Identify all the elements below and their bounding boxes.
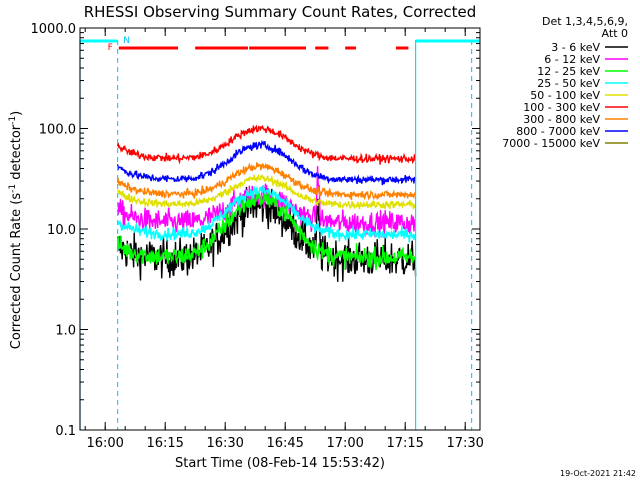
y-tick-label-4: 1000.0	[31, 22, 77, 37]
y-tick-label-0: 0.1	[55, 424, 76, 439]
legend-label-2: 12 - 25 keV	[537, 65, 600, 78]
footer-timestamp: 19-Oct-2021 21:42	[560, 469, 636, 478]
y-tick-label-3: 100.0	[39, 123, 76, 138]
x-axis-label: Start Time (08-Feb-14 15:53:42)	[175, 456, 385, 471]
flare-flag: F	[108, 43, 113, 53]
legend-label-1: 6 - 12 keV	[544, 53, 600, 66]
legend-label-6: 300 - 800 keV	[523, 113, 600, 126]
series-line-5	[116, 124, 417, 165]
series-line-2	[116, 191, 417, 271]
y-label-sup-2: -1	[8, 116, 18, 125]
y-label-part-1: Corrected Count Rate (s	[9, 193, 24, 350]
y-label-part-2: detector	[9, 124, 24, 184]
legend-label-3: 25 - 50 keV	[537, 77, 600, 90]
x-tick-label-0: 16:00	[86, 436, 123, 451]
series-line-7	[116, 139, 417, 186]
legend-header-1: Det 1,3,4,5,6,9,	[542, 15, 628, 28]
y-tick-label-1: 1.0	[55, 324, 76, 339]
y-label-part-3: )	[9, 111, 24, 116]
chart-title: RHESSI Observing Summary Count Rates, Co…	[84, 3, 477, 21]
x-tick-label-3: 16:45	[266, 436, 303, 451]
x-tick-label-4: 17:00	[326, 436, 363, 451]
legend-label-8: 7000 - 15000 keV	[502, 137, 600, 150]
y-axis-label: Corrected Count Rate (s-1 detector-1)	[8, 111, 24, 349]
x-tick-label-1: 16:15	[146, 436, 183, 451]
y-label-sup-1: -1	[8, 184, 18, 193]
series-line-6	[116, 162, 417, 201]
y-tick-label-2: 10.0	[47, 223, 76, 238]
series-layer	[116, 124, 417, 282]
legend-label-0: 3 - 6 keV	[551, 41, 600, 54]
x-tick-label-5: 17:15	[386, 436, 423, 451]
x-tick-label-6: 17:30	[446, 436, 483, 451]
axes-layer: 0.1 1.0 10.0 100.0 1000.0 16:00 16:15 16:30 16:4…	[31, 22, 484, 451]
series-line-4	[116, 173, 416, 211]
series-line-1	[116, 166, 416, 238]
series-line-3	[116, 184, 417, 243]
legend-label-7: 800 - 7000 keV	[516, 125, 600, 138]
night-flag: N	[123, 36, 130, 46]
legend-label-4: 50 - 100 keV	[530, 89, 600, 102]
legend-label-5: 100 - 300 keV	[523, 101, 600, 114]
legend-header-2: Att 0	[602, 27, 628, 40]
x-tick-label-2: 16:30	[206, 436, 243, 451]
